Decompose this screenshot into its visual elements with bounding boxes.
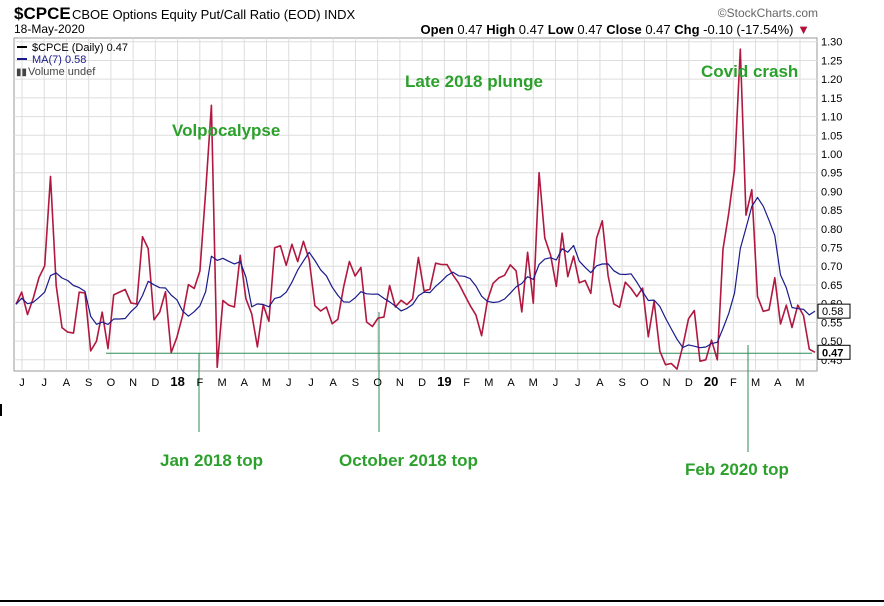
x-tick-label: M — [751, 377, 760, 389]
x-tick-label: M — [795, 377, 804, 389]
x-tick-label: N — [396, 377, 404, 389]
last-value-tags: 0.58 0.47 — [817, 303, 851, 360]
chg-label: Chg — [674, 22, 700, 37]
annotation-label: Covid crash — [701, 62, 798, 81]
ohlc-readout: Open 0.47 High 0.47 Low 0.47 Close 0.47 … — [420, 22, 810, 37]
annotation-label: Late 2018 plunge — [405, 72, 543, 91]
open-value: 0.47 — [457, 22, 483, 37]
x-tick-label: O — [107, 377, 116, 389]
x-tick-label: 19 — [437, 374, 451, 389]
y-tick-label: 0.80 — [821, 224, 842, 236]
annotations: Volpocalypse Late 2018 plunge Covid crash J… — [160, 62, 798, 479]
x-axis: J J A S O N D 18 F M A M J J A S O N D 19 F M A M J J A S O N D 20 F M A M — [19, 374, 804, 389]
x-tick-label: O — [373, 377, 382, 389]
low-label: Low — [547, 22, 574, 37]
x-tick-label: J — [553, 377, 559, 389]
reference-lines — [106, 312, 812, 452]
x-tick-label: J — [575, 377, 581, 389]
data-series — [15, 48, 816, 370]
x-tick-label: J — [286, 377, 292, 389]
x-tick-label: S — [352, 377, 359, 389]
x-tick-label: D — [685, 377, 693, 389]
x-tick-label: J — [41, 377, 47, 389]
last-value-tag-text: 0.47 — [822, 347, 843, 359]
x-tick-label: A — [63, 377, 71, 389]
x-tick-label: A — [596, 377, 604, 389]
close-label: Close — [606, 22, 642, 37]
y-tick-label: 0.90 — [821, 186, 842, 198]
description-text: CBOE Options Equity Put/Call Ratio (EOD) — [72, 7, 321, 22]
y-tick-label: 1.25 — [821, 55, 842, 67]
y-tick-label: 0.70 — [821, 261, 842, 273]
x-tick-label: N — [129, 377, 137, 389]
bottom-frame-line — [0, 600, 884, 602]
y-tick-label: 1.10 — [821, 112, 842, 124]
x-tick-label: A — [330, 377, 338, 389]
x-tick-label: M — [529, 377, 538, 389]
price-series-line — [15, 48, 816, 370]
annotation-label: Jan 2018 top — [160, 451, 263, 470]
chart-date: 18-May-2020 — [14, 22, 85, 36]
x-tick-label: O — [640, 377, 649, 389]
symbol-description: CBOE Options Equity Put/Call Ratio (EOD)… — [72, 7, 355, 22]
last-value-tag-box — [817, 344, 851, 360]
x-tick-label: J — [308, 377, 314, 389]
x-tick-label: F — [730, 377, 737, 389]
x-tick-label: 20 — [704, 374, 718, 389]
y-tick-label: 1.30 — [821, 37, 842, 49]
last-value-tag-box — [817, 303, 851, 319]
y-tick-label: 1.00 — [821, 149, 842, 161]
y-tick-label: 0.95 — [821, 168, 842, 180]
y-tick-label: 0.65 — [821, 280, 842, 292]
high-label: High — [486, 22, 516, 37]
legend-text: $CPCE (Daily) 0.47 — [32, 42, 128, 54]
x-tick-label: A — [507, 377, 515, 389]
x-tick-label: 18 — [170, 374, 184, 389]
x-tick-label: N — [663, 377, 671, 389]
close-value: 0.47 — [645, 22, 671, 37]
low-value: 0.47 — [577, 22, 603, 37]
annotation-label: Feb 2020 top — [685, 460, 789, 479]
x-tick-label: D — [151, 377, 159, 389]
open-label: Open — [420, 22, 454, 37]
legend-text: MA(7) 0.58 — [32, 54, 86, 66]
x-tick-label: A — [241, 377, 249, 389]
high-value: 0.47 — [518, 22, 545, 37]
x-tick-label: S — [85, 377, 92, 389]
annotation-label: Volpocalypse — [172, 121, 280, 140]
x-tick-label: M — [262, 377, 271, 389]
down-arrow-icon: ▼ — [797, 22, 810, 37]
x-tick-label: M — [484, 377, 493, 389]
x-tick-label: F — [463, 377, 470, 389]
last-value-tag-text: 0.58 — [822, 306, 843, 318]
annotation-label: October 2018 top — [339, 451, 478, 470]
plot-area — [13, 37, 818, 372]
x-tick-label: F — [196, 377, 203, 389]
left-tick-mark — [0, 404, 2, 416]
stockcharts-brand[interactable]: ©StockCharts.com — [717, 6, 818, 20]
x-tick-label: D — [418, 377, 426, 389]
x-tick-label: A — [774, 377, 782, 389]
legend-text: Volume undef — [28, 66, 96, 78]
y-tick-label: 1.05 — [821, 130, 842, 142]
y-tick-label: 0.55 — [821, 317, 842, 329]
chart-header: $CPCE CBOE Options Equity Put/Call Ratio… — [0, 0, 884, 40]
y-tick-label: 1.20 — [821, 74, 842, 86]
y-tick-label: 1.15 — [821, 93, 842, 105]
chg-value: -0.10 (-17.54%) — [703, 22, 794, 37]
bar-chart-icon: ▮▮ — [16, 67, 27, 78]
y-tick-label: 0.75 — [821, 243, 842, 255]
symbol-title: $CPCE — [14, 4, 71, 23]
y-tick-label: 0.85 — [821, 205, 842, 217]
x-tick-label: J — [19, 377, 25, 389]
ma-series-line — [15, 196, 816, 349]
x-tick-label: M — [217, 377, 226, 389]
exchange-text: INDX — [324, 7, 356, 22]
x-tick-label: S — [618, 377, 625, 389]
